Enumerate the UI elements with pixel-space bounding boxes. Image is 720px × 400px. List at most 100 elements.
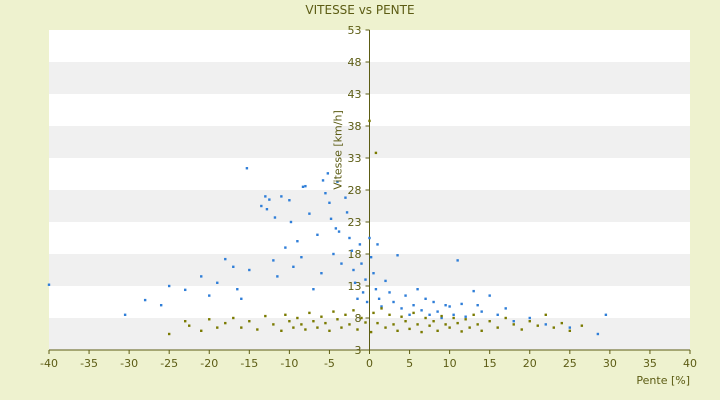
data-point-series-1: [420, 309, 423, 312]
data-point-series-1: [369, 256, 373, 259]
data-point-series-1: [143, 298, 147, 302]
data-point-series-1: [604, 313, 608, 316]
data-point-series-1: [260, 204, 263, 208]
data-point-series-2: [428, 324, 431, 327]
data-point-series-2: [544, 313, 547, 316]
y-tick-label: 38: [348, 120, 362, 133]
data-point-series-1: [452, 313, 455, 316]
data-point-series-2: [420, 330, 423, 334]
data-point-series-1: [312, 288, 315, 291]
data-point-series-1: [340, 262, 343, 265]
data-point-series-2: [344, 313, 347, 316]
data-point-series-2: [552, 326, 555, 329]
data-point-series-2: [374, 151, 378, 155]
data-point-series-2: [560, 321, 563, 325]
data-point-series-2: [472, 313, 475, 316]
data-point-series-1: [334, 227, 338, 230]
data-point-series-1: [324, 192, 327, 195]
data-point-series-1: [353, 281, 357, 284]
data-point-series-1: [280, 195, 283, 198]
data-point-series-2: [224, 321, 227, 325]
data-point-series-2: [304, 328, 307, 331]
data-point-series-1: [344, 196, 347, 199]
data-point-series-1: [374, 288, 378, 291]
data-point-series-2: [444, 323, 447, 326]
data-point-series-1: [360, 262, 363, 265]
data-point-series-2: [528, 320, 531, 323]
data-point-series-1: [448, 305, 451, 308]
data-point-series-2: [440, 314, 443, 318]
data-point-series-1: [456, 259, 459, 262]
data-point-series-2: [476, 323, 479, 326]
data-point-series-1: [440, 316, 443, 320]
data-point-series-2: [320, 315, 323, 318]
data-point-series-1: [444, 304, 447, 307]
data-point-series-2: [348, 323, 351, 326]
data-point-series-2: [368, 119, 371, 123]
data-point-series-2: [504, 316, 507, 320]
data-point-series-1: [240, 297, 243, 300]
data-point-series-1: [336, 180, 339, 183]
data-point-series-1: [216, 281, 219, 284]
data-point-series-1: [300, 256, 303, 259]
data-point-series-2: [184, 320, 187, 323]
data-point-series-2: [384, 326, 387, 329]
data-point-series-1: [428, 313, 431, 316]
y-axis-label: Vitesse [km/h]: [332, 110, 345, 190]
data-point-series-1: [364, 278, 367, 281]
data-point-series-1: [208, 294, 211, 297]
data-point-series-1: [321, 179, 325, 182]
data-point-series-2: [308, 311, 311, 315]
data-point-series-2: [380, 307, 383, 310]
data-point-series-1: [512, 320, 515, 323]
data-point-series-2: [324, 321, 327, 325]
x-tick-label: 15: [483, 357, 497, 370]
data-point-series-1: [123, 313, 127, 316]
data-point-series-1: [472, 289, 475, 293]
data-point-series-2: [568, 329, 572, 332]
data-point-series-2: [256, 328, 259, 331]
y-tick-label: 8: [355, 312, 362, 325]
data-point-series-1: [460, 302, 463, 306]
data-point-series-2: [416, 323, 419, 326]
data-point-series-1: [528, 316, 531, 320]
x-tick-label: 40: [683, 357, 697, 370]
y-tick-label: 28: [348, 184, 362, 197]
x-tick-label: -40: [40, 357, 58, 370]
data-point-series-1: [316, 233, 319, 236]
x-axis-label: Pente [%]: [636, 374, 690, 387]
data-point-series-1: [396, 254, 399, 257]
data-point-series-2: [364, 321, 367, 324]
data-point-series-2: [200, 329, 203, 332]
data-point-series-1: [350, 249, 354, 252]
data-point-series-1: [272, 259, 275, 262]
data-point-series-1: [200, 275, 203, 278]
data-point-series-1: [284, 246, 287, 249]
x-tick-label: 5: [406, 357, 413, 370]
data-point-series-2: [369, 330, 373, 334]
data-point-series-1: [348, 236, 351, 240]
data-point-series-2: [316, 326, 319, 329]
data-point-series-1: [265, 208, 269, 211]
data-point-series-1: [304, 184, 307, 188]
data-point-series-1: [436, 310, 439, 313]
data-point-series-1: [372, 272, 375, 275]
data-point-series-2: [372, 311, 375, 315]
data-point-series-1: [432, 300, 435, 304]
data-point-series-1: [273, 216, 277, 219]
data-point-series-1: [416, 288, 419, 291]
data-point-series-1: [424, 297, 427, 300]
data-point-series-1: [368, 236, 371, 240]
data-point-series-1: [292, 265, 295, 268]
data-point-series-1: [301, 185, 305, 188]
data-point-series-1: [464, 315, 467, 318]
data-point-series-2: [356, 328, 359, 331]
data-point-series-2: [464, 318, 467, 321]
data-point-series-2: [312, 320, 315, 323]
data-point-series-2: [536, 324, 539, 327]
y-tick-label: 3: [355, 344, 362, 357]
x-tick-label: 10: [443, 357, 457, 370]
data-point-series-2: [300, 323, 303, 326]
data-point-series-1: [184, 288, 187, 292]
